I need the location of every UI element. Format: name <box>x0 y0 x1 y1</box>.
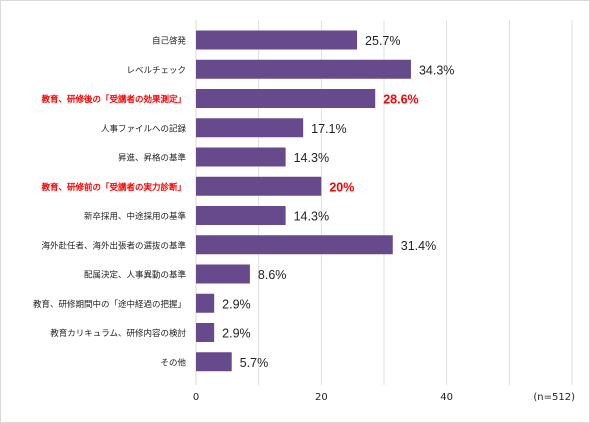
value-label: 31.4% <box>401 239 436 253</box>
category-label: その他 <box>160 357 186 368</box>
category-labels: 自己啓発レベルチェック教育、研修後の「受講者の効果測定」人事ファイルへの記録昇進… <box>33 36 187 369</box>
bar <box>196 147 286 167</box>
value-label: 14.3% <box>294 210 329 224</box>
bar <box>196 30 358 50</box>
bar <box>196 264 250 284</box>
bar <box>196 118 304 138</box>
category-label: 海外赴任者、海外出張者の選抜の基準 <box>41 240 186 251</box>
bar <box>196 89 376 108</box>
x-axis-ticks: 0 20 40 <box>193 392 453 403</box>
sample-size-note: (n=512) <box>533 392 575 403</box>
x-tick-label: 40 <box>440 392 453 403</box>
x-tick-label: 20 <box>315 392 328 403</box>
category-label: 教育、研修後の「受講者の効果測定」 <box>40 94 186 105</box>
category-label: 昇進、昇格の基準 <box>118 153 187 164</box>
bar <box>196 59 411 79</box>
value-label: 8.6% <box>258 268 287 282</box>
category-label: 教育カリキュラム、研修内容の検討 <box>50 328 186 339</box>
bar <box>196 176 322 196</box>
category-label: 人事ファイルへの記録 <box>101 123 187 134</box>
bar <box>196 293 215 313</box>
value-label: 20% <box>329 180 354 194</box>
category-label: 教育、研修期間中の「途中経過の把握」 <box>33 299 186 310</box>
bar <box>196 352 232 372</box>
category-label: 自己啓発 <box>152 36 187 47</box>
bar <box>196 206 286 225</box>
x-tick-label: 0 <box>193 392 199 403</box>
category-label: 配属決定、人事異動の基準 <box>84 270 187 281</box>
value-label: 2.9% <box>222 297 251 311</box>
value-label: 25.7% <box>365 34 400 48</box>
category-label: レベルチェック <box>126 66 186 76</box>
bar <box>196 323 215 342</box>
bar <box>196 235 393 255</box>
category-label: 新卒採用、中途採用の基準 <box>84 211 187 222</box>
value-label: 5.7% <box>240 356 269 370</box>
value-label: 14.3% <box>294 151 329 165</box>
value-label: 2.9% <box>222 327 251 341</box>
category-label: 教育、研修前の「受講者の実力診断」 <box>40 182 186 193</box>
value-label: 17.1% <box>311 122 346 136</box>
value-label: 28.6% <box>383 93 418 107</box>
value-labels: 25.7% 34.3% 28.6% 17.1% 14.3% 20% 14.3% 31.4% 8.… <box>222 34 454 370</box>
bars <box>196 30 411 372</box>
value-label: 34.3% <box>419 63 454 77</box>
